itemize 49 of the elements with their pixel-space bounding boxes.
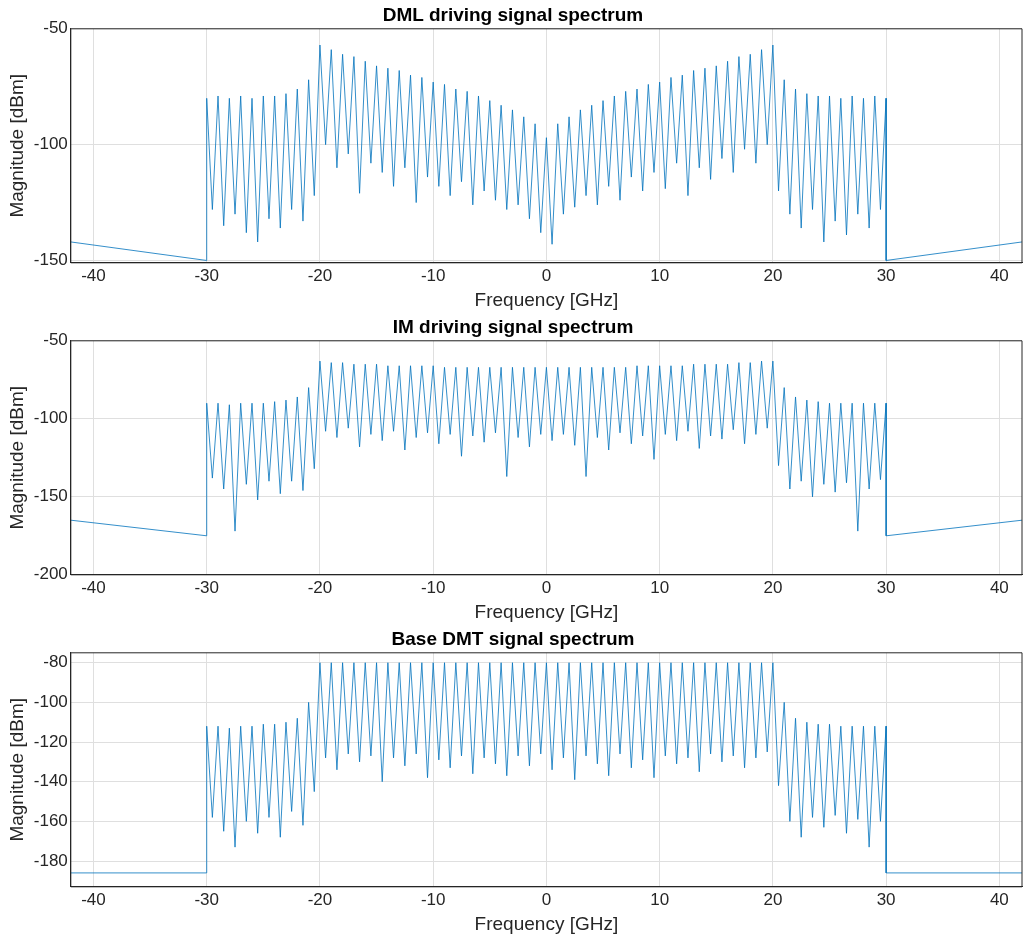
x-tick-label: -10	[420, 577, 446, 597]
chart-title: DML driving signal spectrum	[382, 3, 644, 25]
x-tick-label: -30	[194, 265, 219, 285]
chart-title: Base DMT signal spectrum	[391, 627, 635, 649]
x-tick-label: 30	[876, 889, 896, 909]
chart-title: IM driving signal spectrum	[392, 315, 634, 337]
x-tick-label: -20	[307, 889, 333, 909]
y-tick-label: -100	[33, 134, 68, 154]
x-tick-label: 0	[541, 577, 552, 597]
x-tick-label: -30	[194, 889, 219, 909]
x-tick-label: -10	[420, 889, 446, 909]
y-tick-label: -150	[33, 250, 68, 270]
y-tick-label: -200	[33, 564, 68, 584]
x-tick-label: 30	[876, 577, 896, 597]
x-tick-label: 40	[989, 265, 1009, 285]
y-tick-label: -140	[33, 771, 68, 791]
x-tick-label: 10	[650, 889, 670, 909]
x-tick-label: -40	[81, 889, 106, 909]
y-tick-label: -100	[33, 692, 68, 712]
y-axis-title: Magnitude [dBm]	[5, 385, 27, 530]
x-tick-label: -20	[307, 577, 333, 597]
x-axis-title: Frequency [GHz]	[474, 288, 619, 310]
x-tick-label: -10	[420, 265, 446, 285]
x-tick-label: -40	[81, 577, 106, 597]
y-tick-label: -160	[33, 811, 68, 831]
y-tick-label: -100	[33, 408, 68, 428]
x-tick-label: 10	[650, 577, 670, 597]
x-tick-label: -20	[307, 265, 333, 285]
y-tick-label: -120	[33, 731, 68, 751]
x-tick-label: 20	[763, 577, 783, 597]
x-tick-label: 20	[763, 265, 783, 285]
x-tick-label: 0	[541, 265, 552, 285]
x-tick-label: 40	[989, 889, 1009, 909]
y-tick-label: -150	[33, 486, 68, 506]
x-tick-label: -40	[81, 265, 106, 285]
x-tick-label: 20	[763, 889, 783, 909]
x-axis-title: Frequency [GHz]	[474, 912, 619, 934]
x-tick-label: 30	[876, 265, 896, 285]
x-tick-label: 0	[541, 889, 552, 909]
y-axis-title: Magnitude [dBm]	[5, 73, 27, 218]
y-axis-title: Magnitude [dBm]	[5, 697, 27, 842]
x-tick-label: 40	[989, 577, 1009, 597]
x-tick-label: -30	[194, 577, 219, 597]
y-tick-label: -180	[33, 850, 68, 870]
y-tick-label: -50	[43, 330, 68, 350]
x-tick-label: 10	[650, 265, 670, 285]
y-tick-label: -80	[43, 652, 68, 672]
y-tick-label: -50	[43, 18, 68, 38]
x-axis-title: Frequency [GHz]	[474, 600, 619, 622]
